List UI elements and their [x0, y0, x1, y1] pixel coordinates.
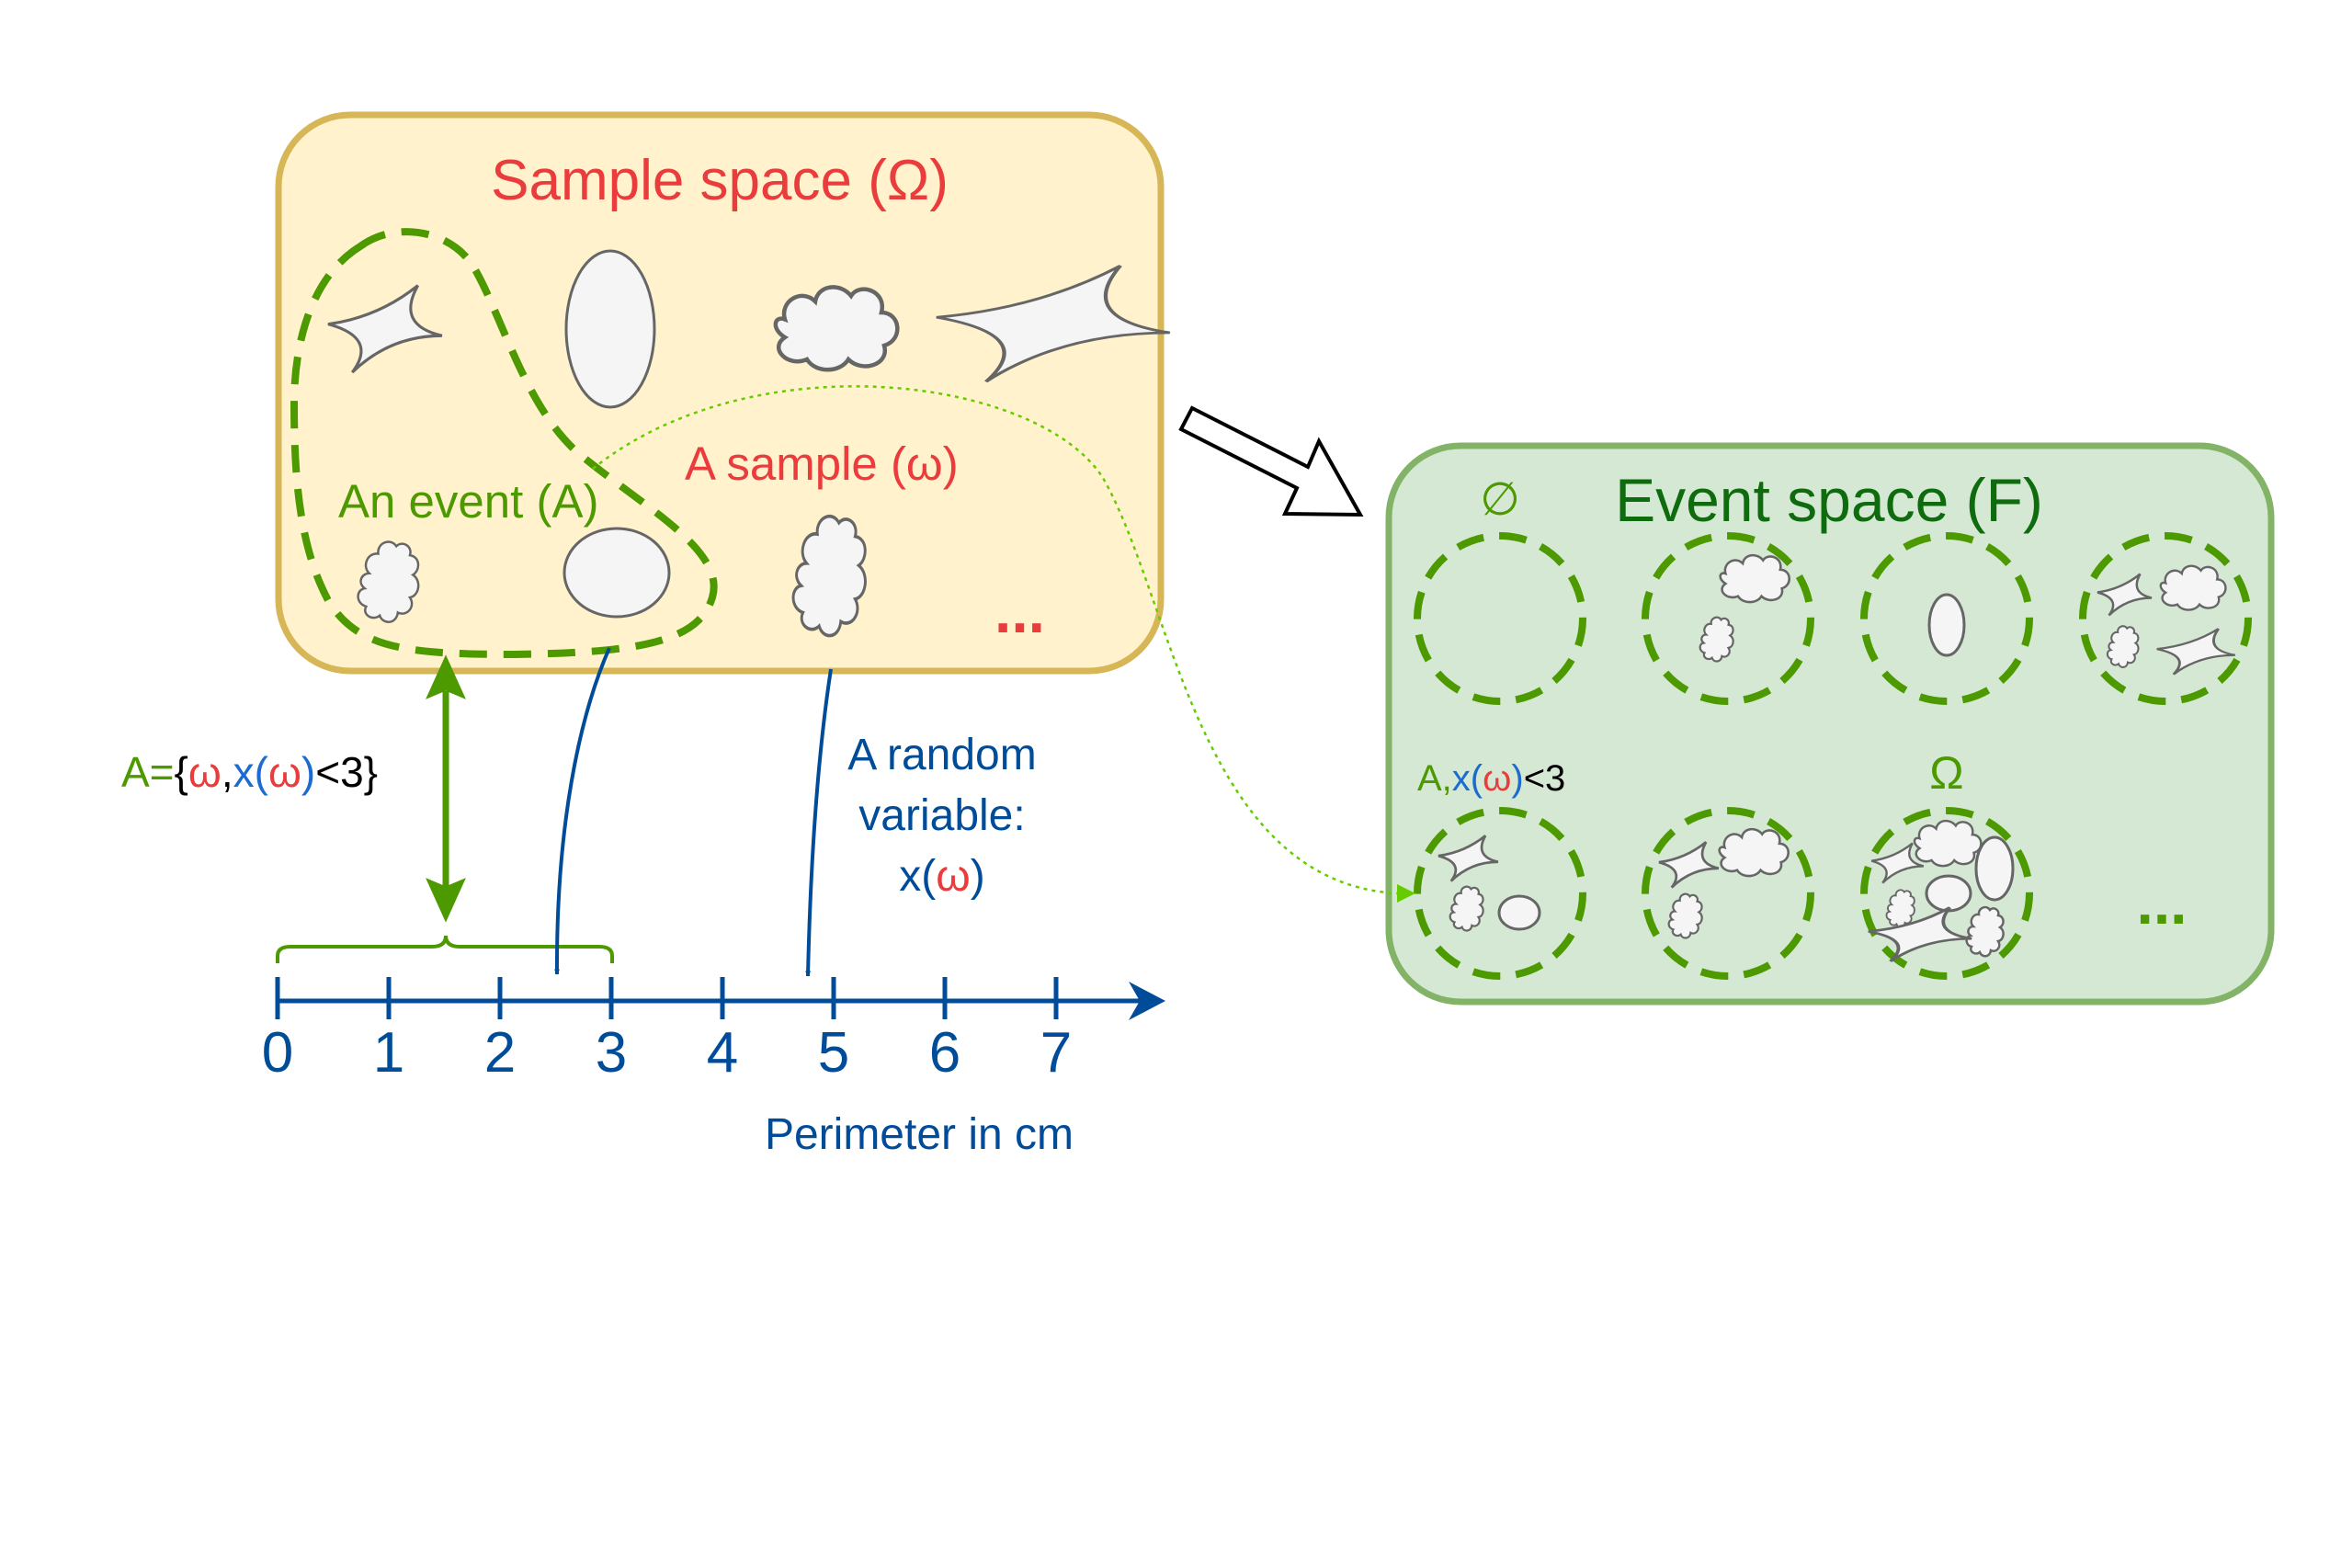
cloud-icon	[1719, 553, 1790, 604]
axis-tick-label: 1	[373, 1021, 404, 1085]
axis-tick-label: 0	[262, 1021, 293, 1085]
sample-space-title: Sample space (Ω)	[491, 149, 949, 212]
axis-ticks: 0 1 2 3 4 5 6 7	[262, 977, 1072, 1085]
axis-tick-label: 4	[707, 1021, 738, 1085]
sample-label: A sample (ω)	[685, 437, 959, 490]
event-circle	[1860, 807, 2033, 980]
cloud-icon	[1718, 827, 1790, 878]
axis-arrowhead-icon	[1129, 982, 1165, 1020]
event-space-title: Event space (F)	[1615, 466, 2043, 534]
event-space-ellipsis: ...	[2136, 869, 2187, 937]
axis-tick-label: 2	[484, 1021, 516, 1085]
event-circle	[1642, 807, 1814, 980]
axis-tick-label: 6	[929, 1021, 960, 1085]
event-circle-stars-clouds	[2079, 532, 2252, 705]
axis-tick-label: 7	[1040, 1021, 1072, 1085]
event-empty-circle	[1414, 532, 1586, 705]
sample-space-panel: Sample space (Ω) An event (A) A sample (…	[275, 111, 1170, 675]
random-variable-line1: A random	[847, 731, 1036, 779]
random-variable-line3: x(ω)	[899, 852, 984, 901]
event-space-box	[1385, 442, 2275, 1006]
set-definition-label: A={ω,x(ω)<3}	[121, 748, 378, 796]
oval-sample-shape	[563, 527, 671, 619]
cloud-icon	[2159, 564, 2227, 611]
cloud-shape	[776, 287, 897, 369]
ellipse-icon	[1974, 835, 2015, 902]
oval-icon	[1497, 894, 1541, 931]
event-circle-A	[1414, 807, 1586, 980]
random-variable-arrow-2	[805, 668, 833, 977]
event-label: An event (A)	[338, 475, 598, 528]
event-circle	[1642, 532, 1814, 705]
connector-arrowhead-icon	[1397, 884, 1415, 903]
event-circle	[2079, 532, 2252, 705]
ellipse-icon	[1927, 593, 1966, 657]
empty-set-label: ∅	[1480, 473, 1520, 525]
ellipse-shape	[564, 249, 656, 409]
arrowhead-up-icon	[426, 654, 466, 699]
perimeter-axis: 0 1 2 3 4 5 6 7 Perimeter in cm	[262, 977, 1165, 1159]
random-variable-arrow-1	[553, 647, 611, 975]
event-A-label: A,x(ω)<3	[1417, 758, 1565, 799]
arrowhead-down-icon	[426, 878, 466, 923]
random-variable-line2: variable:	[858, 791, 1025, 840]
event-circle-ellipse	[1860, 532, 2033, 705]
axis-tick-label: 3	[596, 1021, 627, 1085]
sample-space-ellipsis: ...	[994, 577, 1045, 645]
axis-tick-label: 5	[818, 1021, 849, 1085]
event-A-dashed-outline	[290, 228, 718, 659]
event-circle	[1414, 807, 1586, 980]
axis-label: Perimeter in cm	[765, 1110, 1074, 1159]
transform-arrow-icon	[1178, 405, 1364, 517]
event-circle-star-cloud-blob	[1642, 807, 1814, 980]
event-circle-omega	[1860, 807, 2033, 980]
oval-icon	[1925, 874, 1972, 913]
event-circle	[1860, 532, 2033, 705]
event-circle-cloud-blob	[1642, 532, 1814, 705]
cloud-icon	[1913, 819, 1983, 868]
omega-label: Ω	[1929, 747, 1963, 799]
sample-space-box	[275, 111, 1165, 675]
interval-brace	[276, 935, 614, 963]
event-space-panel: Event space (F) ∅ A,x(ω)<3 Ω	[1385, 442, 2275, 1006]
